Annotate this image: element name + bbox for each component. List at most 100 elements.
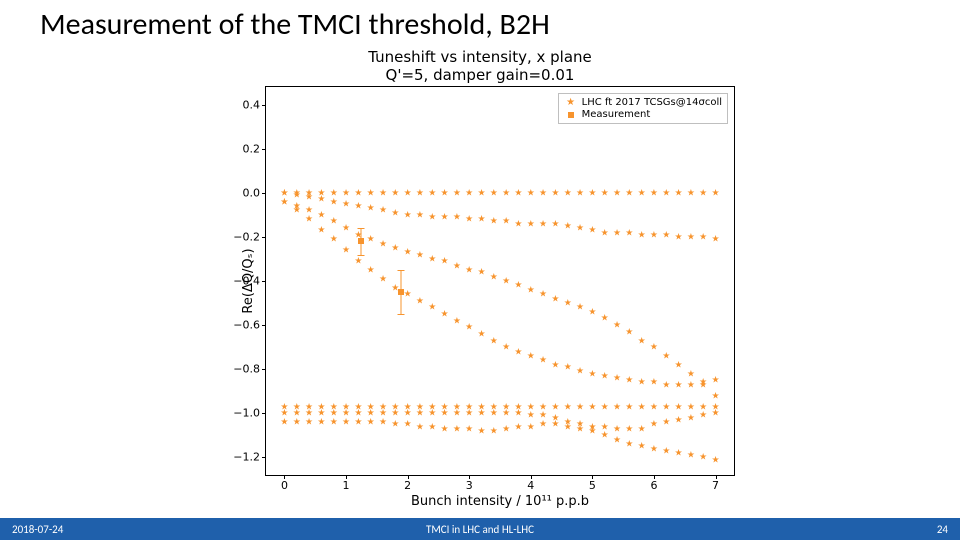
sim-point (428, 303, 436, 312)
sim-point (675, 188, 683, 197)
square-icon (564, 112, 578, 118)
sim-point (613, 402, 621, 411)
sim-point (367, 188, 375, 197)
y-tick-label: −0.4 (226, 275, 266, 288)
sim-point (662, 418, 670, 427)
sim-point (514, 409, 522, 418)
sim-point (391, 243, 399, 252)
sim-point (650, 343, 658, 352)
sim-point (625, 188, 633, 197)
sim-point (576, 188, 584, 197)
x-axis-label: Bunch intensity / 10¹¹ p.p.b (411, 494, 589, 509)
sim-point (539, 188, 547, 197)
sim-point (391, 188, 399, 197)
sim-point (625, 327, 633, 336)
sim-point (711, 376, 719, 385)
sim-point (367, 265, 375, 274)
sim-point (551, 219, 559, 228)
sim-point (342, 418, 350, 427)
sim-point (564, 299, 572, 308)
sim-point (613, 435, 621, 444)
footer-center: TMCI in LHC and HL-LHC (426, 523, 534, 536)
sim-point (502, 188, 510, 197)
sim-point (711, 391, 719, 400)
sim-point (588, 188, 596, 197)
sim-point (601, 188, 609, 197)
sim-point (539, 420, 547, 429)
sim-point (465, 323, 473, 332)
legend-label-sim: LHC ft 2017 TCSGs@14σcoll (582, 97, 722, 108)
sim-point (588, 226, 596, 235)
sim-point (514, 422, 522, 431)
y-tick-label: 0.0 (226, 186, 266, 199)
sim-point (662, 351, 670, 360)
sim-point (514, 281, 522, 290)
sim-point (441, 310, 449, 319)
sim-point (317, 226, 325, 235)
sim-point (391, 420, 399, 429)
sim-point (416, 188, 424, 197)
sim-point (711, 235, 719, 244)
sim-point (564, 362, 572, 371)
sim-point (687, 451, 695, 460)
sim-point (675, 448, 683, 457)
chart-title-line1: Tuneshift vs intensity, x plane (368, 48, 592, 66)
sim-point (551, 188, 559, 197)
sim-point (441, 424, 449, 433)
sim-point (514, 219, 522, 228)
sim-point (453, 316, 461, 325)
sim-point (305, 418, 313, 427)
plot-area: Re(ΔQ/Qₛ) Bunch intensity / 10¹¹ p.p.b ★… (265, 86, 735, 476)
sim-point (441, 409, 449, 418)
sim-point (305, 193, 313, 202)
sim-point (354, 418, 362, 427)
sim-point (687, 380, 695, 389)
sim-point (280, 197, 288, 206)
sim-point (675, 402, 683, 411)
sim-point (638, 378, 646, 387)
sim-point (638, 442, 646, 451)
sim-point (564, 402, 572, 411)
sim-point (330, 197, 338, 206)
sim-point (711, 188, 719, 197)
sim-point (613, 321, 621, 330)
sim-point (379, 206, 387, 215)
sim-point (477, 215, 485, 224)
sim-point (564, 188, 572, 197)
sim-point (588, 402, 596, 411)
sim-point (367, 418, 375, 427)
sim-point (699, 188, 707, 197)
legend: ★ LHC ft 2017 TCSGs@14σcoll Measurement (558, 93, 728, 124)
sim-point (428, 188, 436, 197)
sim-point (391, 409, 399, 418)
sim-point (342, 224, 350, 233)
sim-point (650, 188, 658, 197)
sim-point (342, 199, 350, 208)
sim-point (465, 215, 473, 224)
sim-point (576, 424, 584, 433)
sim-point (527, 219, 535, 228)
sim-point (675, 360, 683, 369)
sim-point (527, 351, 535, 360)
sim-point (367, 204, 375, 213)
sim-point (564, 221, 572, 230)
sim-point (625, 440, 633, 449)
sim-point (699, 232, 707, 241)
slide: Measurement of the TMCI threshold, B2H T… (0, 0, 960, 540)
footer-date: 2018-07-24 (12, 523, 63, 536)
sim-point (576, 224, 584, 233)
sim-point (391, 208, 399, 217)
sim-point (564, 422, 572, 431)
sim-point (404, 290, 412, 299)
sim-point (354, 188, 362, 197)
sim-point (527, 422, 535, 431)
legend-item-meas: Measurement (564, 109, 722, 120)
star-icon: ★ (564, 97, 578, 108)
sim-point (317, 418, 325, 427)
sim-point (613, 228, 621, 237)
sim-point (539, 219, 547, 228)
sim-point (514, 347, 522, 356)
sim-point (551, 420, 559, 429)
sim-point (687, 232, 695, 241)
sim-point (465, 265, 473, 274)
